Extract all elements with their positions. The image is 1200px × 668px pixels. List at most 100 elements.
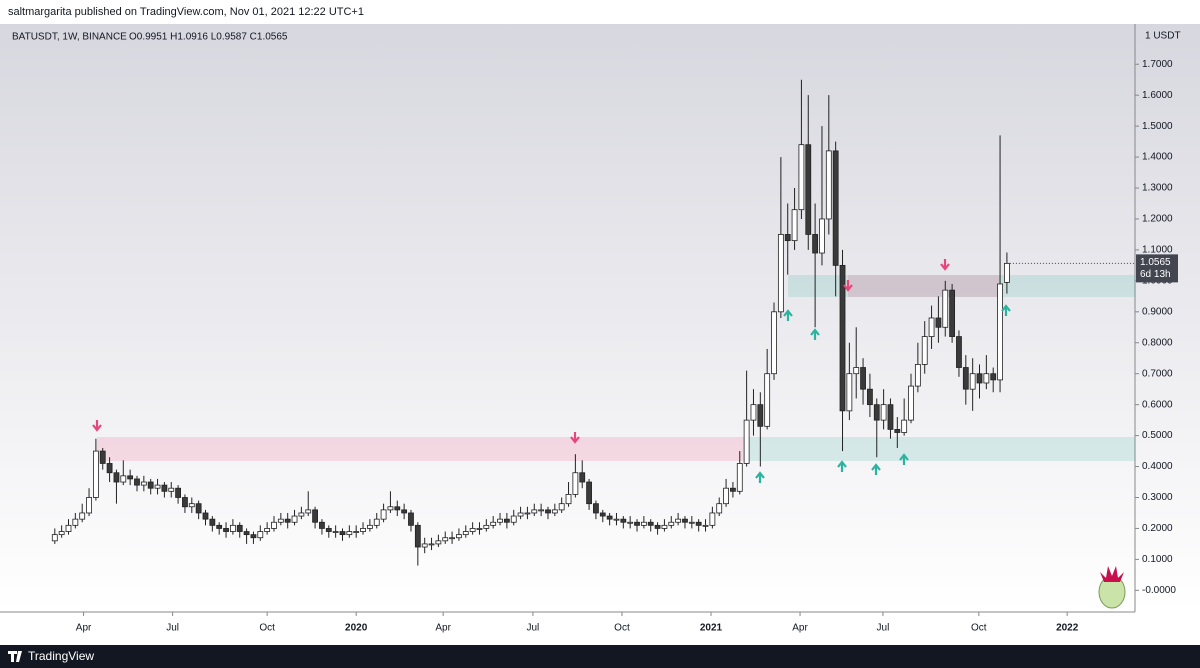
candle-body <box>106 463 113 474</box>
candle-body <box>668 521 675 526</box>
candle-body <box>956 336 962 368</box>
candle-body <box>449 537 455 540</box>
candle-body <box>812 234 819 254</box>
x-tick-label: 2022 <box>1056 623 1079 634</box>
arrow-up <box>810 328 820 340</box>
y-tick-label: 1.6000 <box>1142 90 1173 101</box>
candle-body <box>757 404 764 427</box>
candle-body <box>257 531 264 539</box>
candle-body <box>825 150 832 220</box>
zone <box>745 437 1135 461</box>
candle-body <box>593 503 599 514</box>
candle-body <box>716 503 723 514</box>
candle-body <box>777 234 784 313</box>
candle-body <box>771 311 777 375</box>
candle-body <box>65 524 72 532</box>
y-tick-label: 0.2000 <box>1142 523 1173 534</box>
candle-body <box>949 289 956 337</box>
candle-body <box>312 509 318 523</box>
candle-body <box>524 512 531 515</box>
candle-body <box>229 524 236 532</box>
candle-body <box>147 481 154 489</box>
x-tick-label: Jul <box>877 623 890 634</box>
candle-body <box>962 367 969 390</box>
candle-body <box>654 524 661 529</box>
candle-body <box>695 521 702 526</box>
arrow-up <box>837 460 847 472</box>
candle-body <box>380 509 387 520</box>
candle-body <box>401 509 408 514</box>
candle-body <box>1004 262 1010 283</box>
arrow-up <box>871 463 881 475</box>
x-tick-label: 2020 <box>345 623 368 634</box>
candle-body <box>647 521 654 526</box>
candle-body <box>373 518 380 526</box>
candle-body <box>914 364 921 387</box>
arrow-up <box>783 309 793 321</box>
candle-body <box>976 373 983 384</box>
y-tick-label: 0.1000 <box>1142 554 1173 565</box>
y-tick-label: 0.5000 <box>1142 430 1173 441</box>
candle-body <box>661 524 668 529</box>
candle-body <box>264 528 271 532</box>
x-tick-label: Apr <box>435 623 451 634</box>
candle-body <box>538 509 545 512</box>
candle-body <box>873 404 880 421</box>
candle-body <box>490 521 497 526</box>
candle-body <box>188 503 195 508</box>
currency: 1 USDT <box>1145 31 1181 42</box>
candle-body <box>127 475 134 480</box>
candle-body <box>456 534 462 539</box>
candle-body <box>921 336 928 365</box>
candle-body <box>935 317 942 328</box>
y-tick-label: 1.5000 <box>1142 121 1173 132</box>
candle-body <box>990 373 997 381</box>
candle-body <box>120 475 127 483</box>
byline: saltmargarita published on TradingView.c… <box>8 6 364 18</box>
candle-body <box>819 218 825 254</box>
candle-body <box>428 543 435 546</box>
top-bar <box>0 0 1200 24</box>
candle-body <box>277 518 284 523</box>
candle-body <box>599 512 606 517</box>
last-price-tag <box>1136 254 1178 283</box>
candle-body <box>723 487 729 505</box>
candle-body <box>51 534 58 542</box>
candle-body <box>216 524 223 529</box>
candle-body <box>209 518 216 526</box>
candle-body <box>908 385 914 421</box>
y-tick-label: -0.0000 <box>1142 585 1176 596</box>
candle-body <box>531 509 538 514</box>
candle-body <box>983 373 990 384</box>
candle-body <box>634 521 640 526</box>
candle-body <box>503 518 510 523</box>
candle-body <box>551 509 558 514</box>
candle-body <box>860 367 866 390</box>
candle-body <box>86 497 92 514</box>
plot-area <box>0 24 1135 612</box>
candle-body <box>579 472 586 483</box>
price-axis <box>1135 24 1200 612</box>
candle-body <box>202 512 209 520</box>
x-tick-label: Oct <box>614 623 630 634</box>
x-tick-label: Jul <box>166 623 179 634</box>
candle-body <box>414 524 421 548</box>
candle-body <box>750 404 757 421</box>
candle-body <box>161 484 168 492</box>
candle-body <box>702 524 709 527</box>
x-tick-label: Apr <box>792 623 808 634</box>
candle-body <box>586 481 592 505</box>
candle-body <box>572 472 579 495</box>
candle-body <box>134 478 140 486</box>
candle-body <box>182 497 188 508</box>
candle-body <box>709 512 716 526</box>
footer <box>0 645 1200 668</box>
x-tick-label: 2021 <box>700 623 723 634</box>
y-tick-label: 0.8000 <box>1142 337 1173 348</box>
candle-body <box>730 487 736 492</box>
candle-body <box>394 506 401 511</box>
candle-body <box>880 404 887 421</box>
candle-body <box>743 419 750 464</box>
brand-logo <box>8 651 22 662</box>
arrow-down <box>843 280 853 292</box>
